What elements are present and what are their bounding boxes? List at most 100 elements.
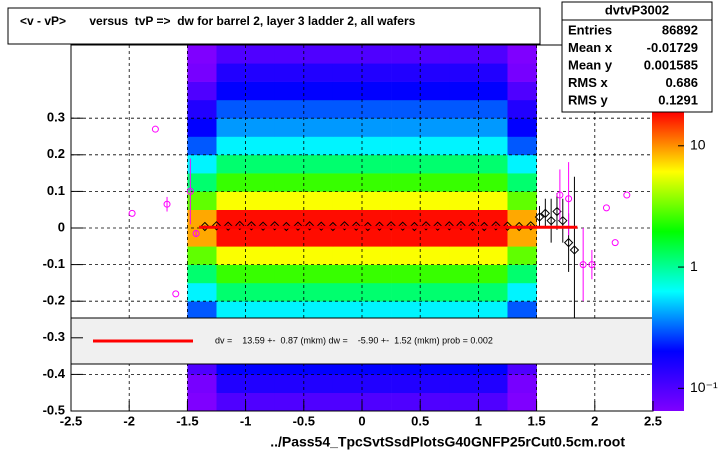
point xyxy=(386,221,396,231)
point xyxy=(293,221,303,231)
heatmap-cell xyxy=(449,228,479,247)
heatmap-cell xyxy=(391,173,421,192)
point xyxy=(579,261,587,269)
heatmap-cell xyxy=(187,301,217,320)
heatmap-cell xyxy=(420,136,450,156)
heatmap-cell xyxy=(449,99,479,119)
heatmap-cell xyxy=(332,99,363,119)
heatmap-cell xyxy=(478,264,508,284)
heatmap-cell xyxy=(507,246,537,265)
point xyxy=(588,261,596,269)
heatmap-cell xyxy=(187,209,217,229)
x-axis-label: ../Pass54_TpcSvtSsdPlotsG40GNFP25rCut0.5… xyxy=(270,434,625,450)
heatmap-cell xyxy=(187,228,217,247)
y-tick-label: -0.3 xyxy=(43,329,65,344)
heatmap-cell xyxy=(507,228,537,247)
heatmap-cell xyxy=(245,264,275,284)
title-box xyxy=(7,7,541,45)
point xyxy=(374,221,385,231)
heatmap-cell xyxy=(449,118,479,137)
point xyxy=(409,221,420,232)
heatmap-cell xyxy=(332,118,363,137)
heatmap-cell xyxy=(507,81,537,101)
heatmap-cell xyxy=(507,154,537,174)
heatmap-cell xyxy=(420,99,450,119)
heatmap-cell xyxy=(274,264,305,284)
heatmap-cell xyxy=(507,45,537,64)
heatmap-cell xyxy=(332,81,363,101)
heatmap-cell xyxy=(362,63,392,82)
heatmap-cell xyxy=(420,191,450,210)
point xyxy=(563,237,574,248)
point xyxy=(328,221,338,232)
heatmap-cell xyxy=(391,99,421,119)
y-tick-label: 0 xyxy=(58,219,65,234)
heatmap-cell xyxy=(362,228,392,247)
heatmap-cell xyxy=(332,154,363,174)
heatmap-cell xyxy=(274,99,305,119)
heatmap-cell xyxy=(478,173,508,192)
point xyxy=(304,221,315,231)
point xyxy=(339,221,350,231)
heatmap-cell xyxy=(478,246,508,265)
heatmap-cell xyxy=(332,264,363,284)
z-tick-label: 1 xyxy=(690,258,698,274)
heatmap-cell xyxy=(216,63,246,82)
heatmap-cell xyxy=(420,63,450,82)
heatmap-cell xyxy=(449,45,479,64)
point xyxy=(163,200,171,208)
heatmap-cell xyxy=(216,118,246,137)
heatmap-cell xyxy=(332,191,363,210)
point xyxy=(502,221,513,231)
heatmap-cell xyxy=(332,136,363,156)
z-tick-label: 10⁻¹ xyxy=(690,379,718,395)
heatmap-cell xyxy=(216,136,246,156)
heatmap-cell xyxy=(274,301,305,320)
y-tick-label: -0.1 xyxy=(43,256,65,271)
heatmap-cell xyxy=(507,63,537,82)
heatmap-cell xyxy=(391,392,421,412)
heatmap-cell xyxy=(420,173,450,192)
heatmap-cell xyxy=(303,282,334,302)
heatmap-cell xyxy=(449,191,479,210)
heatmap-cell xyxy=(187,136,217,156)
point xyxy=(534,212,545,222)
heatmap-cell xyxy=(362,191,392,210)
x-tick-label: 2 xyxy=(591,413,598,428)
heatmap-cell xyxy=(507,392,537,412)
heatmap-cell xyxy=(391,63,421,82)
heatmap-cell xyxy=(507,173,537,192)
heatmap-cell xyxy=(449,282,479,302)
heatmap-cell xyxy=(216,45,246,64)
heatmap-cell xyxy=(303,374,334,393)
heatmap-cell xyxy=(274,154,305,174)
heatmap-cell xyxy=(362,118,392,137)
heatmap-cell xyxy=(216,301,246,320)
stats-label: Mean y xyxy=(568,57,613,72)
heatmap-cell xyxy=(332,228,363,247)
heatmap-cell xyxy=(420,392,450,412)
heatmap-cell xyxy=(420,45,450,64)
point xyxy=(151,125,159,133)
heatmap-cell xyxy=(303,99,334,119)
heatmap-cell xyxy=(245,118,275,137)
heatmap-cell xyxy=(303,191,334,210)
heatmap-cell xyxy=(449,301,479,320)
heatmap-cell xyxy=(420,264,450,284)
y-tick-label: -0.2 xyxy=(43,293,65,308)
y-tick-label: 0.3 xyxy=(47,110,65,125)
point xyxy=(546,215,556,226)
heatmap-cell xyxy=(245,99,275,119)
heatmap-cell xyxy=(303,228,334,247)
heatmap-cell xyxy=(391,154,421,174)
heatmap-cell xyxy=(187,63,217,82)
heatmap-cell xyxy=(274,173,305,192)
heatmap-cell xyxy=(187,154,217,174)
heatmap-cell xyxy=(245,45,275,64)
x-tick-label: 0 xyxy=(358,413,365,428)
heatmap-cell xyxy=(274,118,305,137)
point xyxy=(421,221,431,231)
point xyxy=(556,191,564,199)
point xyxy=(363,221,373,232)
